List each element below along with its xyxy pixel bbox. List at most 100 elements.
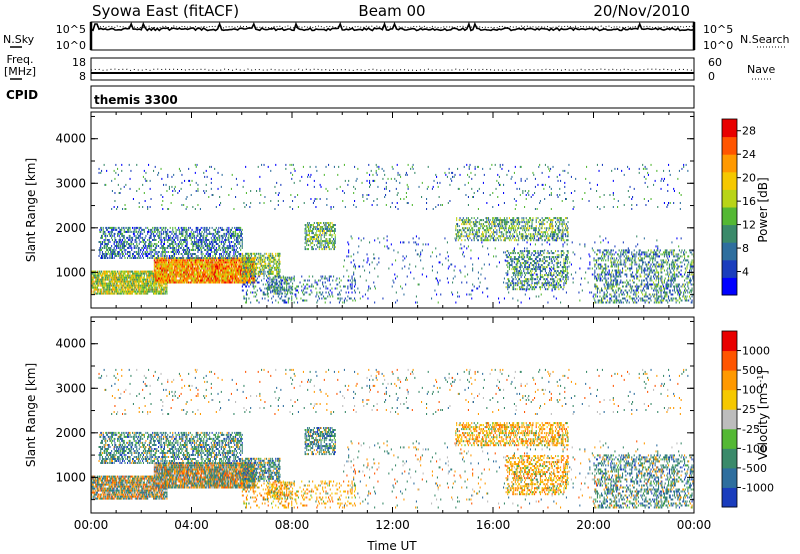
power-cell [170, 251, 172, 253]
power-cell [235, 257, 237, 260]
power-cell [191, 228, 193, 231]
power-cell [218, 269, 220, 272]
power-cell [142, 276, 144, 279]
power-cell [204, 281, 206, 284]
power-cell [215, 271, 217, 274]
power-cell [209, 232, 211, 235]
power-cell [181, 265, 183, 268]
power-cell [248, 281, 250, 284]
power-cell [225, 275, 227, 278]
power-cell [148, 245, 150, 247]
power-cell [248, 279, 250, 282]
power-cell [229, 271, 231, 274]
power-cell [240, 277, 242, 280]
power-cell [209, 265, 211, 268]
power-cell [100, 171, 102, 174]
power-cell [143, 292, 145, 295]
power-cell [186, 265, 188, 268]
power-cell [220, 275, 222, 278]
power-cell [179, 243, 181, 245]
power-cell [245, 268, 247, 271]
power-cell [236, 259, 238, 262]
power-cell [264, 260, 266, 263]
power-cell [158, 282, 160, 285]
power-cell [158, 286, 160, 289]
power-cell [193, 243, 195, 245]
power-cell [271, 278, 273, 281]
power-cell [142, 292, 144, 295]
power-cell [154, 234, 156, 237]
power-cell [203, 171, 205, 174]
power-cell [152, 251, 154, 253]
power-cell [269, 288, 271, 291]
power-cell [148, 286, 150, 289]
power-cell [183, 259, 185, 262]
power-cell [239, 257, 241, 260]
power-cell [161, 241, 163, 243]
power-cell [221, 261, 223, 264]
power-cell [173, 247, 175, 249]
power-cell [196, 245, 198, 247]
power-cell [171, 265, 173, 268]
power-cell [168, 279, 170, 282]
power-cell [354, 299, 356, 302]
power-cell [249, 267, 251, 270]
power-cell [157, 265, 159, 268]
power-cell [116, 245, 118, 247]
power-cell [216, 275, 218, 278]
power-cell [219, 257, 221, 259]
power-cell [194, 269, 196, 272]
power-cell [131, 241, 133, 243]
power-cell [149, 284, 151, 287]
power-cell [115, 272, 117, 275]
power-cell [114, 270, 116, 273]
power-cell [269, 262, 271, 265]
power-cell [331, 287, 333, 290]
power-cell [149, 270, 151, 273]
power-cell [189, 281, 191, 284]
power-cell [263, 266, 265, 269]
power-cell [111, 245, 113, 247]
power-cell [116, 255, 118, 257]
power-cell [213, 239, 215, 241]
power-cell [255, 291, 257, 294]
power-cell [218, 257, 220, 259]
power-cell [151, 251, 153, 253]
power-cell [117, 251, 119, 253]
power-cell [212, 267, 214, 270]
power-cell [268, 287, 270, 290]
power-cell [132, 284, 134, 287]
power-cell [218, 265, 220, 268]
power-cell [237, 251, 239, 253]
power-cell [99, 278, 101, 281]
power-cell [229, 251, 231, 253]
power-cell [151, 243, 153, 245]
power-cell [231, 271, 233, 274]
power-cell [230, 279, 232, 282]
power-cell [220, 273, 222, 276]
power-cell [158, 265, 160, 268]
power-cell [239, 243, 241, 245]
power-cell [121, 274, 123, 277]
power-cell [129, 253, 131, 255]
power-cell [270, 260, 272, 263]
power-cell [214, 273, 216, 276]
power-cell [97, 288, 99, 291]
power-cell [111, 230, 113, 233]
power-cell [101, 234, 103, 237]
power-cell [99, 282, 101, 285]
power-cell [164, 279, 166, 282]
power-cell [135, 226, 137, 229]
power-cell [261, 260, 263, 263]
power-cell [178, 281, 180, 284]
power-cell [235, 277, 237, 280]
power-cell [178, 279, 180, 282]
power-cell [236, 277, 238, 280]
power-cell [238, 257, 240, 260]
power-cell [132, 280, 134, 283]
power-cell [228, 228, 230, 231]
power-cell [269, 270, 271, 273]
power-cell [168, 275, 170, 278]
power-cell [354, 283, 356, 286]
power-cell [122, 255, 124, 257]
